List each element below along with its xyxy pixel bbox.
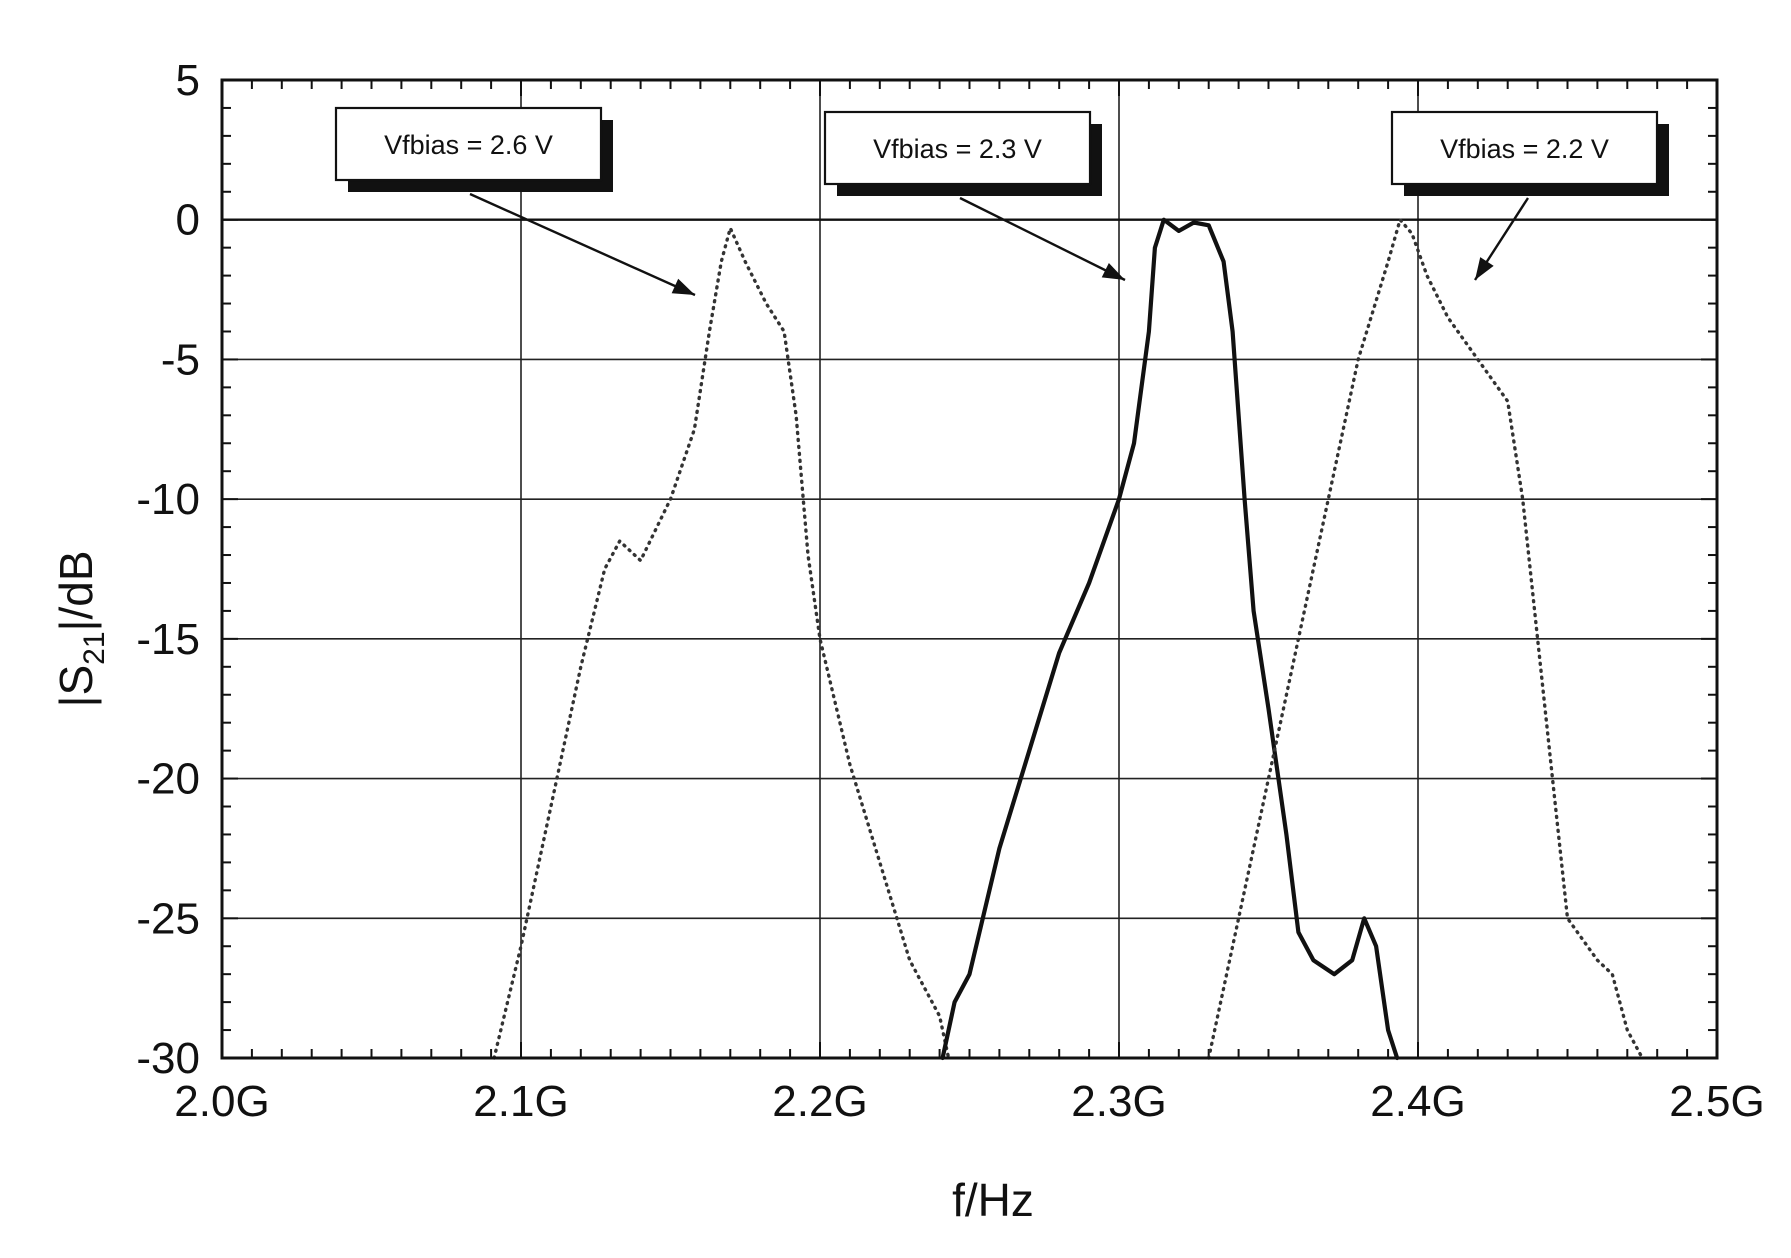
series-line-3 [1206, 216, 1645, 1060]
annotation-arrowhead [1475, 257, 1494, 280]
y-tick-label: 5 [176, 56, 200, 105]
annotation-label: Vfbias = 2.6 V [384, 130, 553, 160]
y-tick-label: -20 [136, 755, 200, 804]
x-tick-label: 2.1G [473, 1077, 568, 1126]
series-line-1 [492, 223, 951, 1060]
annotation-arrowhead [1101, 263, 1125, 280]
y-axis-title-subscript: 21 [78, 631, 111, 664]
series-line-2 [940, 217, 1400, 1061]
x-tick-label: 2.3G [1071, 1077, 1166, 1126]
annotations: Vfbias = 2.6 V Vfbias = 2.3 V Vfbias = 2.2… [334, 106, 1669, 297]
y-tick-label: -15 [136, 615, 200, 664]
annotation-label: Vfbias = 2.3 V [873, 134, 1042, 164]
annotation-box [334, 106, 603, 182]
annotation-arrow [469, 192, 696, 297]
x-tick-label: 2.0G [174, 1077, 269, 1126]
annotation-box [823, 110, 1092, 186]
y-axis-title-suffix: |/dB [50, 550, 102, 631]
x-tick-label: 2.2G [772, 1077, 867, 1126]
x-tick-label: 2.4G [1370, 1077, 1465, 1126]
grid [221, 79, 1718, 1059]
annotation-arrowhead [671, 278, 695, 295]
y-tick-label: -30 [136, 1034, 200, 1083]
x-axis-title: f/Hz [952, 1174, 1034, 1226]
y-axis-title-prefix: |S [50, 665, 102, 708]
annotation-arrow [959, 196, 1126, 282]
plot-frame [220, 78, 1719, 1060]
annotation-label: Vfbias = 2.2 V [1440, 134, 1609, 164]
y-tick-label: -10 [136, 475, 200, 524]
plot-series [492, 216, 1645, 1061]
y-tick-label: -25 [136, 894, 200, 943]
axis-ticks [221, 79, 1718, 1059]
tick-labels: 2.0G 2.1G 2.2G 2.3G 2.4G 2.5G 5 0 -5 -10 -15 -20 -25… [136, 56, 1764, 1126]
y-tick-label: 0 [176, 196, 200, 245]
y-tick-label: -5 [161, 335, 200, 384]
annotation-box [1390, 110, 1659, 186]
x-tick-label: 2.5G [1669, 1077, 1764, 1126]
y-axis-title: |S21|/dB [50, 550, 111, 707]
